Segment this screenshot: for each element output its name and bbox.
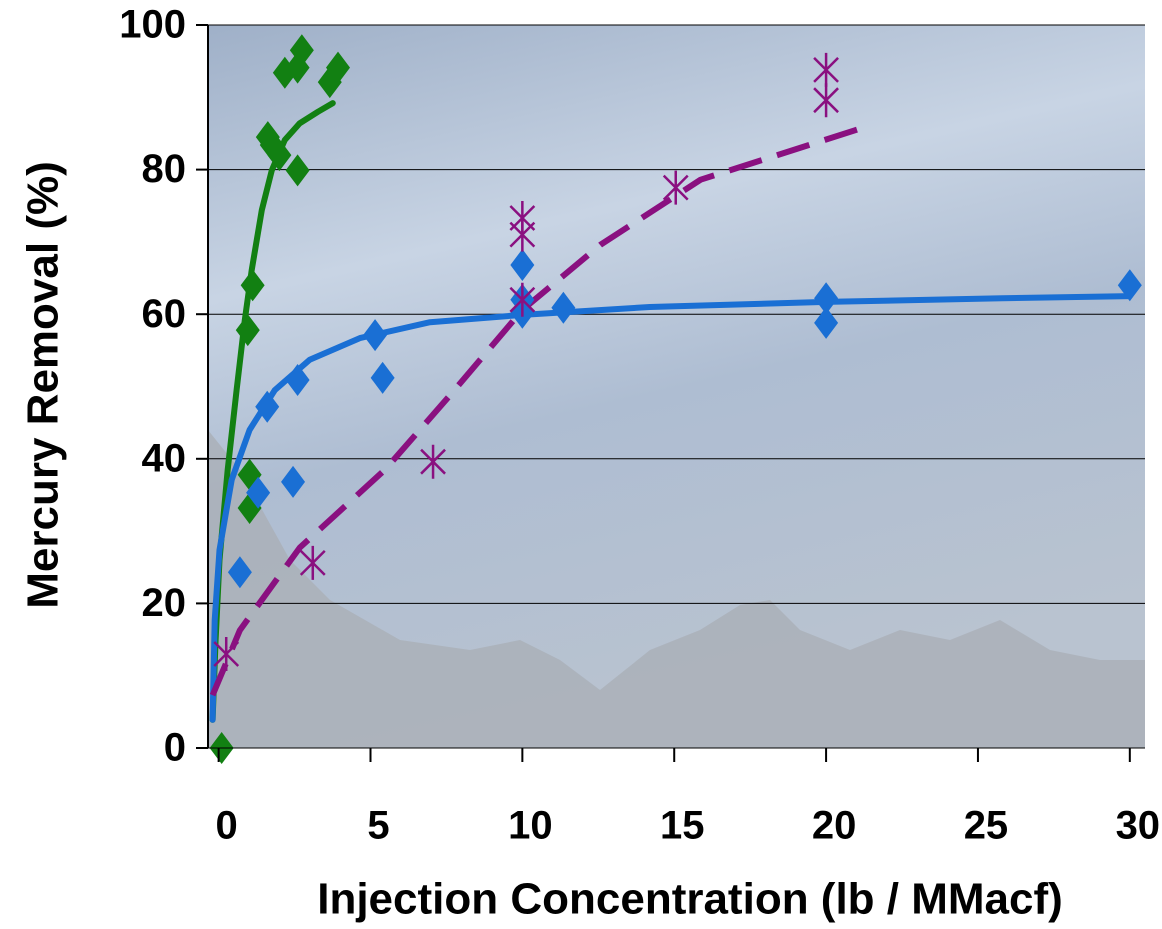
diamond-point bbox=[285, 363, 310, 396]
diamond-point bbox=[227, 556, 252, 589]
x-tick-label: 0 bbox=[216, 804, 238, 848]
diamond-point bbox=[510, 249, 535, 282]
x-tick-label: 20 bbox=[812, 804, 857, 848]
plot-background bbox=[208, 25, 1145, 748]
diamond-point bbox=[285, 154, 310, 187]
asterisk-point bbox=[420, 444, 446, 479]
diamond-point bbox=[325, 51, 350, 84]
diamond-point bbox=[240, 269, 265, 302]
diamond-point bbox=[235, 314, 260, 347]
diamond-point bbox=[255, 390, 280, 423]
diamond-point bbox=[281, 465, 306, 498]
diamond-point bbox=[289, 34, 314, 67]
trendline bbox=[209, 293, 1133, 723]
diamond-point bbox=[551, 291, 576, 324]
x-tick-label: 5 bbox=[367, 804, 389, 848]
y-axis-title: Mercury Removal (%) bbox=[19, 161, 68, 608]
asterisk-point bbox=[662, 170, 689, 205]
asterisk-point bbox=[813, 52, 839, 87]
asterisk-point bbox=[509, 282, 536, 317]
y-tick-label: 20 bbox=[142, 581, 187, 625]
y-tick-label: 60 bbox=[142, 292, 187, 336]
mountains bbox=[208, 430, 1145, 748]
x-tick-label: 10 bbox=[508, 804, 553, 848]
diamond-point bbox=[267, 139, 292, 172]
diamond-point bbox=[1117, 269, 1142, 302]
asterisk-point bbox=[213, 637, 240, 672]
trendline bbox=[209, 124, 867, 697]
asterisk-point bbox=[299, 545, 326, 580]
x-tick-label: 25 bbox=[964, 804, 1009, 848]
y-tick-label: 100 bbox=[119, 3, 186, 47]
asterisk-point bbox=[813, 83, 839, 118]
y-tick-label: 80 bbox=[142, 147, 187, 191]
diamond-point bbox=[814, 282, 839, 315]
diamond-point bbox=[363, 319, 388, 352]
diamond-point bbox=[814, 306, 839, 339]
diamond-point bbox=[370, 361, 395, 394]
asterisk-point bbox=[509, 217, 536, 252]
x-tick-label: 30 bbox=[1116, 804, 1161, 848]
diamond-point bbox=[246, 476, 271, 509]
y-tick-label: 40 bbox=[142, 436, 187, 480]
x-axis-title: Injection Concentration (lb / MMacf) bbox=[317, 875, 1063, 924]
x-tick-label: 15 bbox=[660, 804, 705, 848]
y-tick-label: 0 bbox=[164, 726, 186, 770]
